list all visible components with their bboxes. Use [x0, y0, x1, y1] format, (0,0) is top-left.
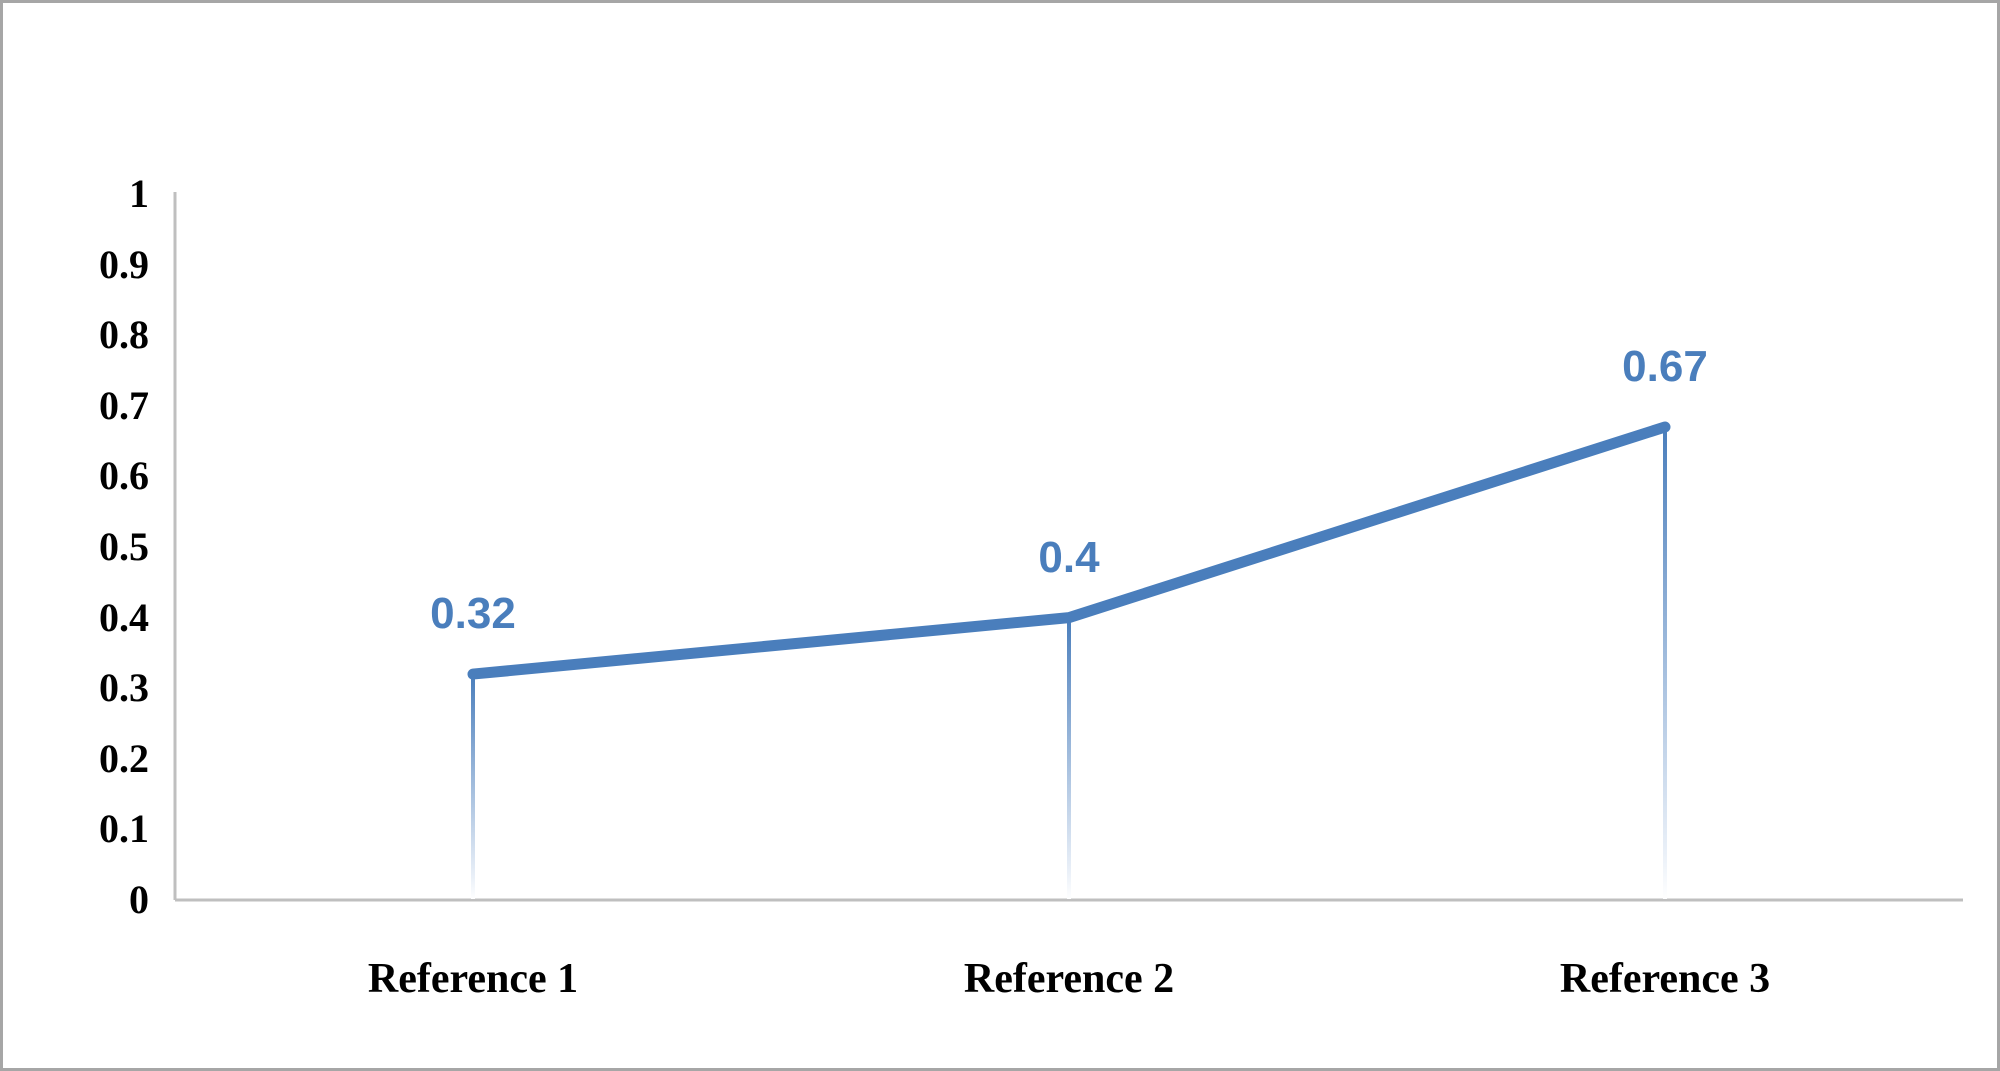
y-tick-label: 0.3	[99, 665, 149, 711]
x-category-label: Reference 3	[1559, 956, 1771, 1002]
data-point-label: 0.32	[430, 589, 516, 639]
y-tick-label: 0	[129, 877, 149, 922]
y-tick-label: 0.1	[99, 806, 149, 852]
y-tick-label: 0.9	[99, 241, 149, 287]
series-line	[467, 421, 1671, 680]
y-tick-label: 1	[129, 171, 149, 216]
data-point-label: 0.4	[1038, 532, 1100, 582]
y-tick-label: 0.8	[99, 312, 149, 358]
y-tick-label: 0.7	[99, 382, 149, 428]
y-tick-label: 0.5	[99, 524, 149, 569]
y-tick-label: 0.6	[99, 453, 149, 499]
x-category-label: Reference 2	[963, 956, 1175, 1002]
chart-canvas	[173, 192, 1963, 902]
y-tick-label: 0.4	[99, 594, 149, 640]
data-point-label: 0.67	[1622, 341, 1708, 391]
x-category-label: Reference 1	[367, 956, 579, 1002]
y-tick-label: 0.2	[99, 735, 149, 781]
